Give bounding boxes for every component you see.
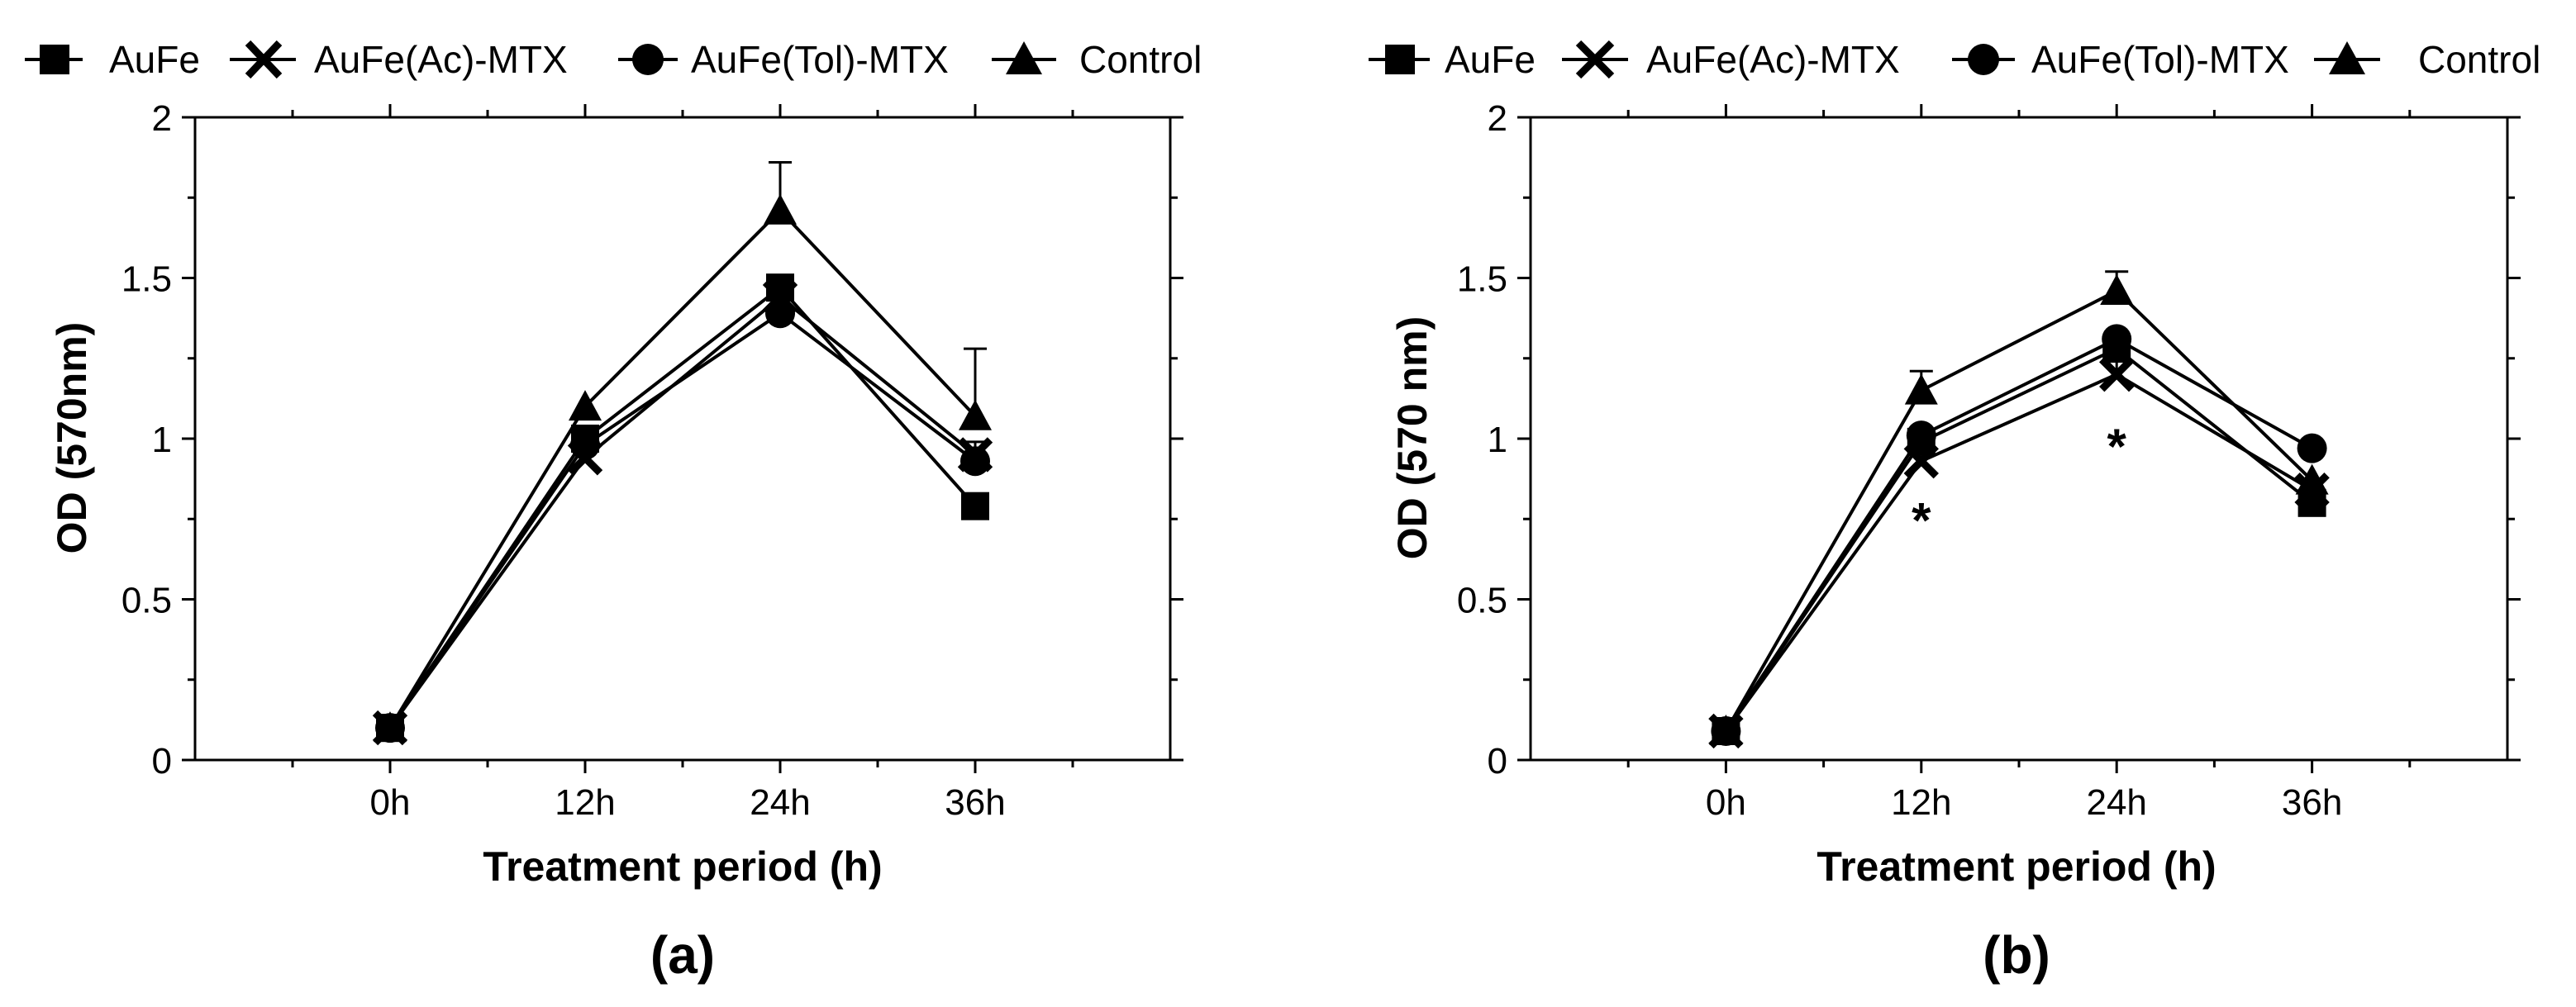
- y-axis-title: OD (570nm): [49, 322, 95, 554]
- data-point: [2295, 463, 2329, 495]
- series-control: [374, 160, 992, 743]
- x-axis-title: Treatment period (h): [1817, 843, 2216, 890]
- panel-a: AuFe AuFe(Ac)-MTX AuFe(Tol)-MTX Control …: [25, 38, 1202, 985]
- legend-label: Control: [2418, 38, 2540, 81]
- panel-b: AuFe AuFe(Ac)-MTX AuFe(Tol)-MTX Control …: [1369, 38, 2540, 985]
- x-tick-label: 12h: [555, 782, 615, 823]
- legend-square-marker: [1385, 45, 1415, 74]
- data-point: [2099, 357, 2135, 392]
- plot-frame: [1529, 116, 2509, 762]
- series-aufe-ac-mtx: [372, 279, 993, 746]
- y-tick-label: 1.5: [1457, 259, 1507, 300]
- legend-label: AuFe: [1445, 38, 1536, 81]
- legend-label: Control: [1079, 38, 1202, 81]
- data-point: [2297, 433, 2327, 463]
- data-point: [2100, 274, 2134, 306]
- data-point: [1904, 373, 1938, 405]
- legend-item-auFe: AuFe: [25, 38, 200, 81]
- series-aufe: [1712, 335, 2326, 745]
- legend-x-marker: [245, 40, 283, 79]
- legend-x-marker: [1575, 40, 1615, 79]
- series-control: [1709, 270, 2329, 745]
- data-point: [959, 399, 992, 430]
- plot-area-a: 0 0.5 1 1.5 2 0h 12h 24h 36h: [121, 98, 1183, 823]
- legend-b: AuFe AuFe(Ac)-MTX AuFe(Tol)-MTX Control: [1369, 38, 2540, 81]
- y-tick-label: 0: [152, 741, 172, 781]
- y-axis-title: OD (570 nm): [1389, 316, 1436, 560]
- legend-a: AuFe AuFe(Ac)-MTX AuFe(Tol)-MTX Control: [25, 38, 1202, 81]
- significance-annotation: *: [1912, 492, 1931, 548]
- data-point: [374, 711, 407, 743]
- legend-square-marker: [40, 45, 69, 74]
- series-aufe-tol-mtx: [1711, 324, 2327, 746]
- y-tick-label: 1: [1488, 420, 1507, 460]
- x-tick-label: 36h: [2282, 782, 2342, 823]
- legend-triangle-marker: [2329, 41, 2365, 74]
- significance-annotation: *: [2107, 419, 2127, 474]
- series-line: [388, 207, 977, 729]
- data-point: [764, 193, 797, 225]
- plot-frame: [193, 116, 1172, 762]
- y-tick-label: 2: [152, 98, 172, 139]
- panel-label: (a): [650, 925, 715, 985]
- legend-label: AuFe(Ac)-MTX: [314, 38, 568, 81]
- legend-triangle-marker: [1006, 41, 1042, 74]
- y-tick-label: 0.5: [121, 581, 172, 621]
- series-line: [1724, 288, 2313, 732]
- x-tick-label: 0h: [370, 782, 411, 823]
- data-point: [1709, 714, 1743, 745]
- data-point: [960, 446, 990, 477]
- x-tick-label: 24h: [750, 782, 810, 823]
- data-point: [570, 430, 600, 460]
- y-tick-label: 1: [152, 420, 172, 460]
- data-point: [569, 390, 602, 421]
- legend-circle-marker: [632, 44, 664, 75]
- legend-item-aufe-ac-mtx: AuFe(Ac)-MTX: [230, 38, 568, 81]
- data-point: [1906, 420, 1936, 451]
- series-line: [388, 285, 977, 729]
- legend-item-aufe-tol-mtx: AuFe(Tol)-MTX: [618, 38, 949, 81]
- legend-label: AuFe(Ac)-MTX: [1646, 38, 1900, 81]
- y-tick-label: 0: [1488, 741, 1507, 781]
- data-point: [765, 298, 795, 329]
- series-line: [388, 311, 977, 729]
- y-tick-label: 2: [1488, 98, 1507, 139]
- plot-area-b: 0 0.5 1 1.5 2 0h 12h 24h 36h * *: [1457, 98, 2521, 823]
- series-line: [1724, 346, 2313, 733]
- x-tick-label: 36h: [945, 782, 1005, 823]
- x-tick-label: 24h: [2086, 782, 2146, 823]
- x-tick-label: 0h: [1706, 782, 1746, 823]
- legend-item-control: Control: [992, 38, 1202, 81]
- legend-circle-marker: [1968, 44, 1999, 75]
- legend-item-control: Control: [2314, 38, 2540, 81]
- y-tick-label: 0.5: [1457, 581, 1507, 621]
- panel-label: (b): [1983, 925, 2050, 985]
- series-line: [1724, 372, 2313, 733]
- x-tick-label: 12h: [1891, 782, 1951, 823]
- legend-label: AuFe: [109, 38, 200, 81]
- data-point: [2102, 324, 2132, 354]
- legend-label: AuFe(Tol)-MTX: [691, 38, 949, 81]
- y-tick-label: 1.5: [121, 259, 172, 300]
- series-line: [1724, 337, 2313, 733]
- legend-item-auFe: AuFe: [1369, 38, 1536, 81]
- legend-label: AuFe(Tol)-MTX: [2031, 38, 2289, 81]
- series-aufe: [376, 273, 989, 743]
- data-point: [961, 492, 989, 520]
- x-axis-title: Treatment period (h): [483, 843, 882, 890]
- legend-item-aufe-tol-mtx: AuFe(Tol)-MTX: [1952, 38, 2289, 81]
- legend-item-aufe-ac-mtx: AuFe(Ac)-MTX: [1562, 38, 1900, 81]
